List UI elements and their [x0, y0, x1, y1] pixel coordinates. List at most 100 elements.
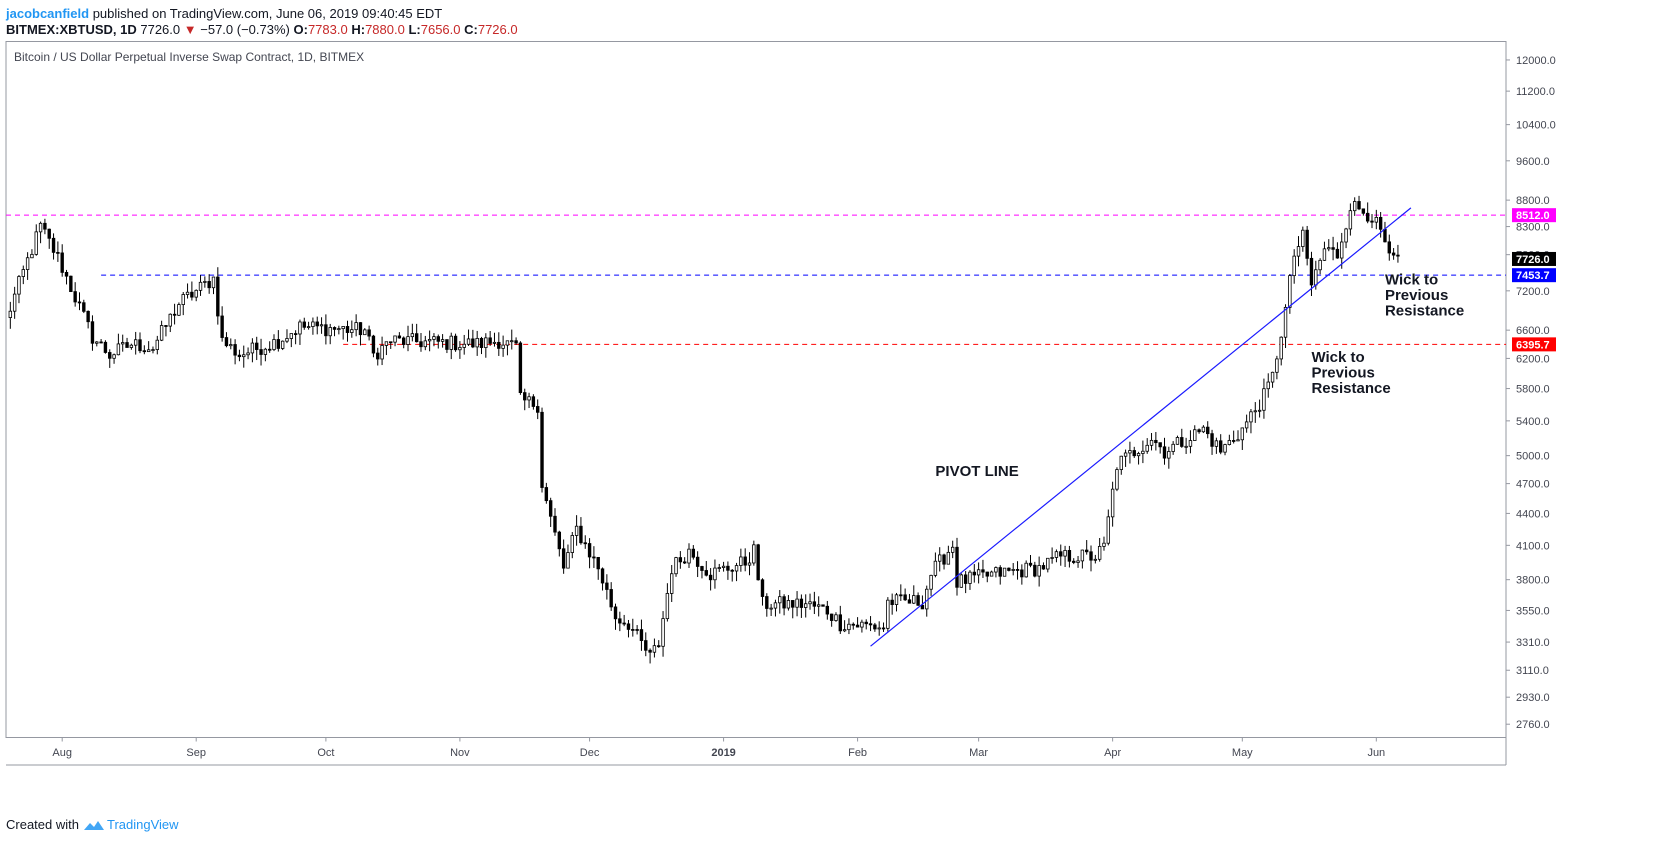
candle: [332, 326, 337, 337]
candle: [484, 333, 488, 358]
x-tick-label: Mar: [969, 747, 988, 759]
candle-up: [393, 335, 397, 343]
candle: [1249, 408, 1253, 434]
candle: [989, 570, 994, 577]
candle-up: [1050, 557, 1054, 559]
y-tick-label: 5400.0: [1516, 416, 1550, 428]
candle: [267, 341, 272, 353]
candle-up: [246, 352, 250, 356]
candle-up: [484, 337, 488, 348]
candle: [60, 244, 64, 277]
candle: [233, 339, 237, 365]
candle: [1132, 446, 1136, 458]
candle: [492, 332, 497, 347]
candle-down: [1396, 254, 1400, 257]
price-axis[interactable]: 12000.0 11200.0 10400.0 9600.0 8800.0 8300.0 7…: [1506, 55, 1556, 731]
candle-up: [713, 567, 717, 581]
candle: [765, 593, 769, 617]
candle: [69, 275, 73, 293]
candle-down: [1370, 220, 1374, 223]
candle: [566, 544, 570, 569]
candle-up: [25, 257, 30, 270]
candle: [1344, 227, 1348, 249]
y-tick-label: 6600.0: [1516, 325, 1550, 337]
pivot-line-group: [870, 207, 1412, 647]
candle: [523, 388, 527, 411]
y-tick-label: 11200.0: [1516, 86, 1555, 98]
candle: [17, 275, 21, 304]
candle: [77, 292, 82, 311]
candle: [1128, 441, 1132, 464]
candle-down: [726, 565, 730, 571]
candle: [203, 276, 207, 288]
candle-up: [151, 349, 155, 351]
y-tick-label: 2760.0: [1516, 719, 1550, 731]
candle: [1210, 429, 1214, 455]
candle: [246, 347, 250, 360]
tradingview-link[interactable]: TradingView: [83, 817, 179, 832]
candle: [142, 345, 147, 355]
candle: [380, 336, 384, 366]
candle-down: [1357, 201, 1361, 210]
candle: [1154, 432, 1158, 451]
author-link[interactable]: jacobcanfield: [6, 6, 90, 21]
y-tick-label: 3800.0: [1516, 575, 1550, 587]
candle: [553, 508, 557, 536]
candles: [8, 195, 1400, 664]
candle-up: [462, 343, 466, 348]
candle: [730, 568, 734, 582]
candle-down: [618, 618, 622, 624]
candle-up: [250, 342, 255, 354]
candle: [1383, 221, 1387, 243]
candle: [678, 551, 683, 569]
candle-up: [1011, 569, 1015, 571]
candle: [743, 548, 747, 572]
candle-down: [523, 392, 527, 401]
candle: [164, 325, 168, 337]
candle: [1335, 242, 1340, 259]
candle: [942, 553, 946, 570]
candle: [1067, 545, 1072, 568]
candle: [51, 233, 56, 260]
candle-down: [799, 598, 804, 608]
candle-down: [142, 350, 147, 353]
close-label: C:: [464, 22, 478, 37]
candle-down: [756, 544, 760, 581]
candle: [1387, 234, 1391, 261]
candle: [713, 559, 717, 589]
candle: [657, 640, 661, 648]
candle: [1145, 438, 1149, 454]
y-tick-label: 2930.0: [1516, 692, 1550, 704]
candle-up: [449, 335, 453, 350]
candle-up: [1141, 450, 1145, 454]
candle-down: [259, 349, 263, 355]
candle: [899, 584, 903, 601]
candle-up: [8, 310, 13, 318]
candle-down: [86, 310, 90, 323]
candle-down: [302, 321, 306, 328]
candle-up: [670, 573, 674, 594]
candle: [994, 566, 998, 578]
candle-up: [198, 281, 203, 291]
time-axis[interactable]: Aug Sep Oct Nov Dec 2019 Feb Mar Apr May Jun: [52, 737, 1385, 760]
candle-down: [1020, 569, 1024, 578]
candle: [1024, 560, 1028, 578]
candle-up: [860, 621, 864, 628]
candle-down: [64, 271, 69, 277]
candle: [873, 622, 877, 632]
candle-up: [112, 354, 116, 359]
candle-down: [1309, 257, 1314, 286]
candle-up: [12, 293, 17, 312]
candle: [389, 341, 393, 349]
candle: [1193, 425, 1197, 441]
candle: [557, 530, 562, 557]
candle-up: [570, 535, 574, 553]
candle: [570, 532, 574, 559]
candle-up: [842, 629, 847, 632]
candle-up: [337, 328, 341, 331]
candle-down: [267, 348, 272, 351]
y-tick-label: 4400.0: [1516, 508, 1550, 520]
candle: [886, 597, 890, 632]
candle-up: [168, 313, 172, 327]
